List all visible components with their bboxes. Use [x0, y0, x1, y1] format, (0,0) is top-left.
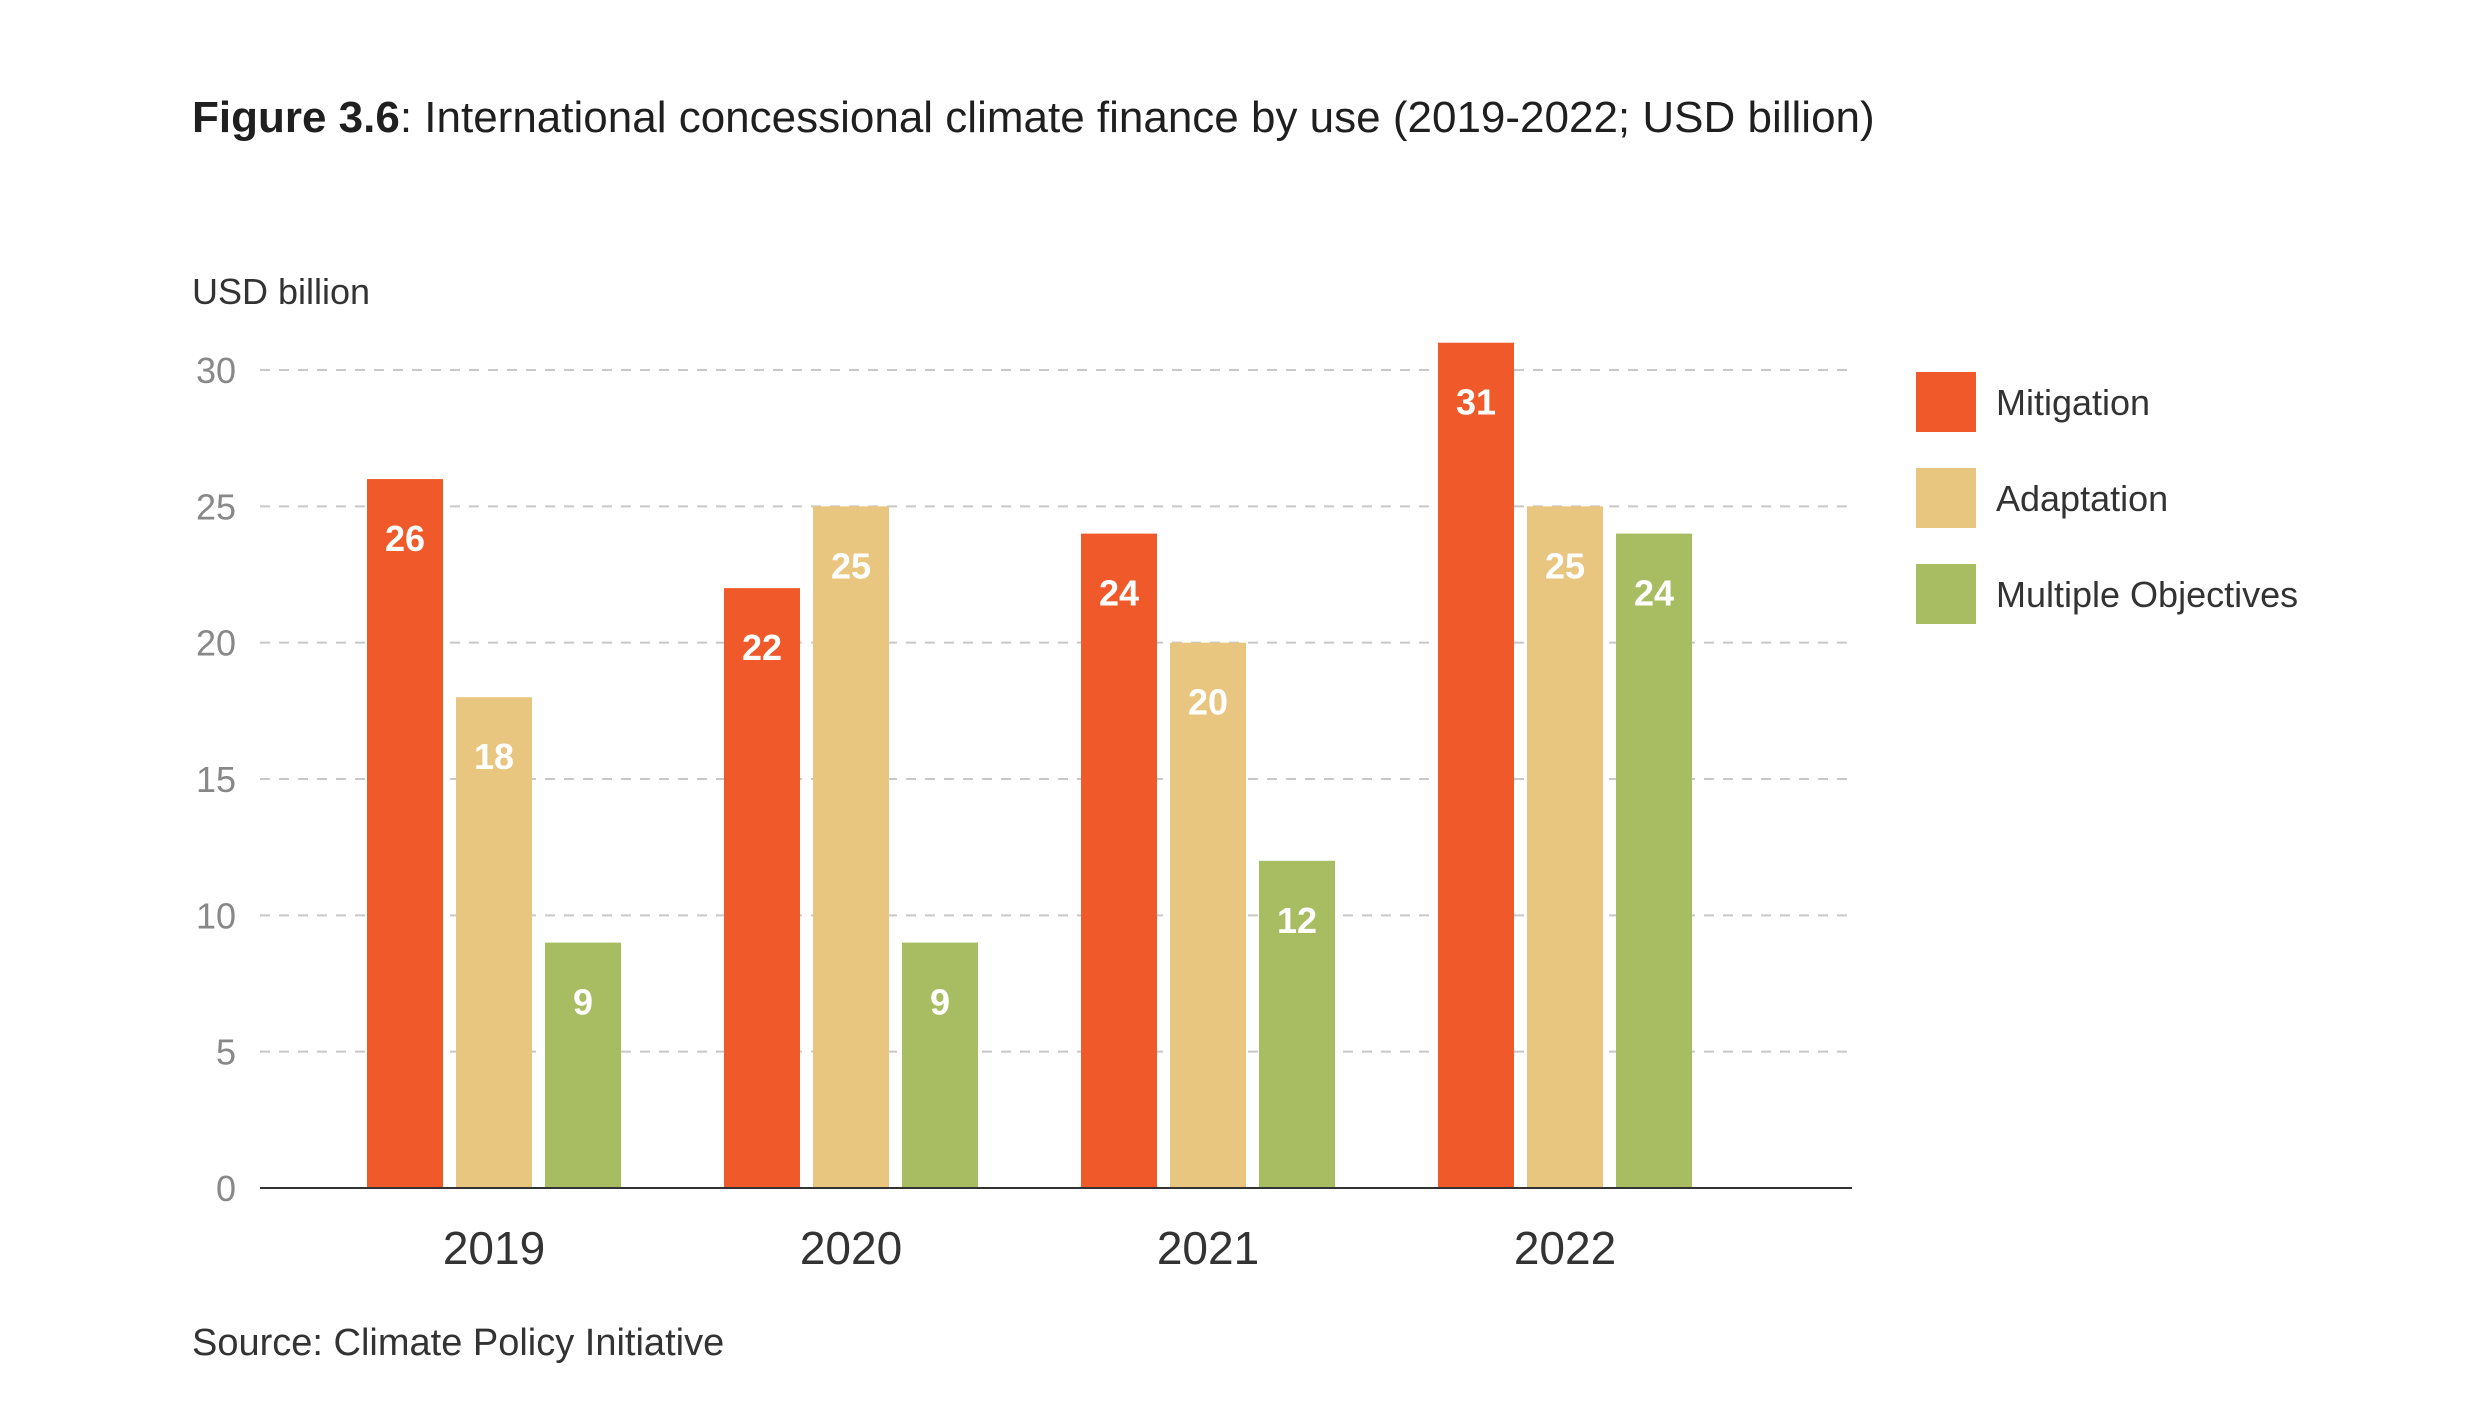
figure-number: Figure 3.6: [192, 93, 400, 142]
legend-label: Adaptation: [1996, 478, 2168, 519]
data-label: 9: [573, 982, 593, 1023]
y-tick-label: 10: [196, 895, 236, 936]
data-labels: 26 18 9 22 25 9 24 20 12 31 25 24: [385, 382, 1674, 1023]
legend-swatch: [1916, 372, 1976, 432]
bar: [456, 697, 532, 1188]
data-label: 18: [474, 736, 514, 777]
x-tick-label: 2019: [443, 1222, 545, 1274]
data-label: 26: [385, 518, 425, 559]
bar: [1527, 506, 1603, 1188]
y-tick-label: 5: [216, 1032, 236, 1073]
bar: [1170, 642, 1246, 1188]
data-label: 9: [930, 982, 950, 1023]
bar: [1259, 860, 1335, 1188]
bar: [545, 942, 621, 1188]
y-axis-ticks: 0 5 10 15 20 25 30: [196, 350, 236, 1209]
y-axis-label: USD billion: [192, 271, 370, 312]
legend-swatch: [1916, 564, 1976, 624]
y-tick-label: 25: [196, 486, 236, 527]
x-tick-label: 2020: [800, 1222, 902, 1274]
bar: [724, 588, 800, 1188]
bar: [367, 479, 443, 1189]
figure-caption: : International concessional climate fin…: [399, 93, 1875, 142]
bar: [1081, 533, 1157, 1188]
source-note: Source: Climate Policy Initiative: [192, 1322, 725, 1364]
bar: [1438, 342, 1514, 1188]
x-tick-label: 2021: [1157, 1222, 1259, 1274]
data-label: 24: [1634, 573, 1674, 614]
data-label: 12: [1277, 900, 1317, 941]
data-label: 22: [742, 627, 782, 668]
legend-swatch: [1916, 468, 1976, 528]
bars: [367, 342, 1692, 1189]
y-tick-label: 0: [216, 1168, 236, 1209]
data-label: 25: [831, 545, 871, 586]
x-tick-label: 2022: [1514, 1222, 1616, 1274]
y-tick-label: 15: [196, 759, 236, 800]
x-axis-ticks: 2019 2020 2021 2022: [443, 1222, 1616, 1274]
legend-label: Mitigation: [1996, 382, 2150, 423]
data-label: 20: [1188, 682, 1228, 723]
bar: [813, 506, 889, 1188]
bar: [1616, 533, 1692, 1188]
y-tick-label: 20: [196, 623, 236, 664]
data-label: 24: [1099, 573, 1139, 614]
data-label: 31: [1456, 382, 1496, 423]
legend: Mitigation Adaptation Multiple Objectives: [1916, 372, 2298, 624]
bar: [902, 942, 978, 1188]
legend-label: Multiple Objectives: [1996, 574, 2298, 615]
y-tick-label: 30: [196, 350, 236, 391]
chart-title: Figure 3.6: International concessional c…: [192, 88, 1875, 148]
data-label: 25: [1545, 545, 1585, 586]
